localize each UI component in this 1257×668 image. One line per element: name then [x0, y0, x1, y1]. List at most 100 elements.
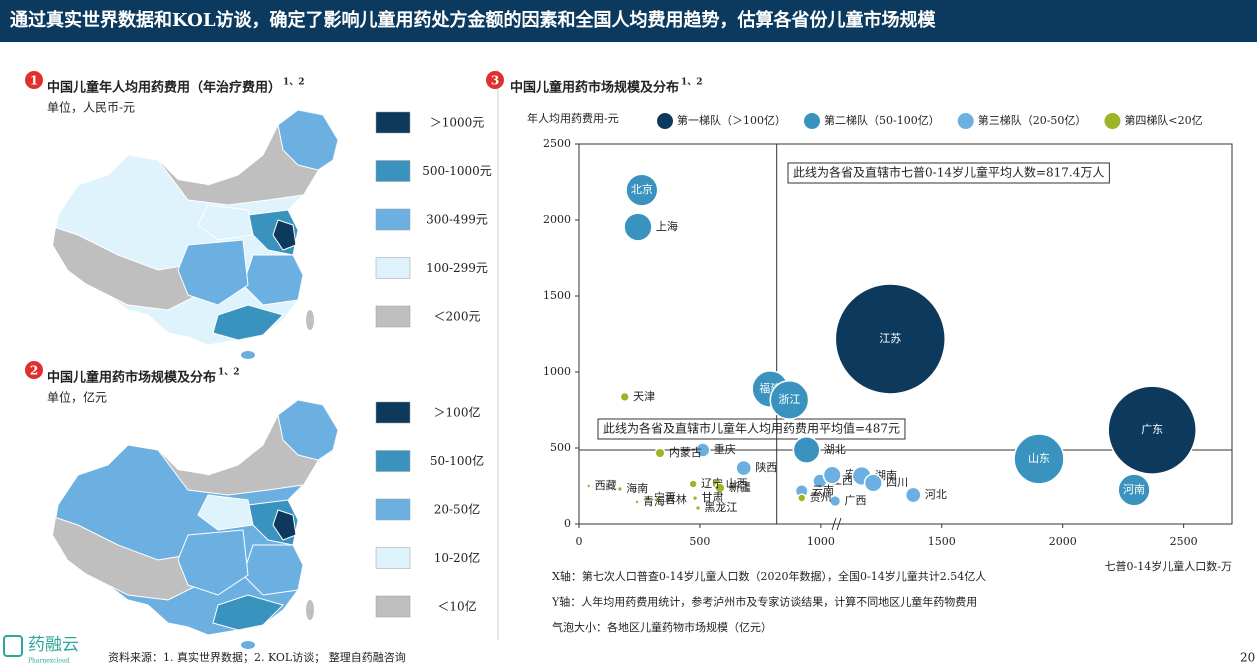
map-regions	[53, 110, 338, 341]
logo-icon	[3, 635, 23, 657]
y-tick-label: 500	[550, 441, 571, 454]
note: Y轴：人年均用药费用统计，参考泸州市及专家访谈结果，计算不同地区儿童年药物费用	[551, 595, 977, 609]
map-region	[177, 239, 249, 306]
legend-label: 第一梯队（＞100亿）	[677, 113, 786, 127]
panel-number: 1	[30, 74, 38, 88]
legend-label: 20-50亿	[434, 502, 481, 517]
legend-label: ＞1000元	[430, 116, 485, 130]
bubble-label: 浙江	[778, 393, 800, 406]
bubble-label: 北京	[631, 182, 653, 196]
reference-label: 此线为各省及直辖市儿童年人均用药费用平均值=487元	[603, 421, 900, 436]
legend-swatch	[375, 257, 411, 279]
bubble-label: 西藏	[595, 479, 617, 492]
panel-title: 中国儿童用药市场规模及分布	[47, 370, 216, 386]
legend-swatch	[375, 547, 411, 569]
bubble	[863, 473, 883, 493]
bubble-label: 山西	[726, 477, 748, 490]
bubble	[1013, 433, 1065, 485]
map-region	[272, 509, 297, 541]
legend-swatch	[375, 401, 411, 424]
legend-swatch	[375, 305, 411, 328]
bubble	[644, 495, 651, 502]
legend-label: 300-499元	[426, 213, 488, 227]
bubble	[654, 447, 666, 459]
bubble	[619, 391, 630, 403]
legend-label: 500-1000元	[422, 164, 492, 178]
bubble-label: 黑龙江	[704, 501, 737, 514]
legend-swatch	[375, 160, 411, 182]
bubble	[797, 493, 807, 503]
x-tick-label: 0	[576, 535, 583, 548]
map-regions	[53, 400, 338, 631]
reference-label: 此线为各省及直辖市七普0-14岁儿童平均人数=817.4万人	[793, 165, 1104, 180]
bubble-label: 青海	[643, 494, 665, 508]
legend-marker	[804, 113, 820, 129]
panel-number-badge	[486, 71, 504, 89]
y-tick-label: 0	[564, 517, 571, 530]
panel-number-badge	[25, 361, 43, 379]
panel-superscript: 1、2	[283, 78, 305, 88]
x-axis-label: 七普0-14岁儿童人口数-万	[1105, 559, 1232, 573]
bubble	[625, 173, 659, 207]
legend-swatch	[375, 111, 411, 134]
bubble-label: 河北	[925, 488, 947, 501]
y-tick-label: 2000	[543, 213, 571, 226]
bubble-label: 广东	[1141, 423, 1163, 436]
bubble-label: 贵州	[810, 491, 832, 504]
y-axis-label: 年人均用药费用-元	[527, 111, 619, 125]
bubble	[822, 465, 842, 485]
bubble-label: 新疆	[729, 480, 751, 494]
header-title: 通过真实世界数据和KOL访谈，确定了影响儿童用药处方金额的因素和全国人均费用趋势…	[10, 9, 936, 31]
legend-swatch	[375, 208, 411, 231]
map-region	[272, 219, 297, 251]
legend-label: 第三梯队（20-50亿）	[978, 113, 1087, 127]
bubble	[634, 499, 640, 505]
map-region	[212, 304, 284, 341]
legend-marker	[657, 113, 673, 129]
x-tick-label: 1000	[807, 535, 835, 548]
map-island	[306, 600, 314, 620]
legend-label: 第四梯队<20亿	[1124, 113, 1202, 127]
bubble	[714, 482, 726, 494]
x-tick-label: 2500	[1170, 535, 1198, 548]
legend-label: 第二梯队（50-100亿）	[824, 113, 940, 127]
bubble	[691, 495, 699, 502]
bubble-label: 吉林	[665, 492, 687, 506]
bubble	[654, 496, 662, 504]
chart-title: 中国儿童用药市场规模及分布	[510, 80, 679, 96]
legend-label: 50-100亿	[430, 453, 484, 468]
bubble	[904, 486, 922, 504]
plot-frame	[578, 143, 1233, 525]
logo: 药融云	[28, 635, 79, 655]
map-region	[212, 594, 284, 631]
logo-sub: Pharnexcloud	[28, 658, 70, 665]
note: 气泡大小：各地区儿童药物市场规模（亿元）	[552, 620, 772, 634]
bubble	[828, 494, 842, 508]
map-island	[241, 641, 255, 649]
legend-label: ＜200元	[434, 310, 481, 324]
bubble-label: 辽宁	[701, 476, 723, 490]
bubble-chart: 0 500 1000 1500 2000 2500 0 500 1000 1500 2000 2500…	[527, 111, 1233, 573]
reference-label-box	[787, 162, 1110, 184]
map	[52, 399, 339, 649]
panel-title: 中国儿童年人均用药费用（年治疗费用）	[47, 80, 281, 96]
bubble-label: 内蒙古	[669, 445, 702, 459]
y-tick-label: 1500	[543, 289, 571, 302]
bubble-label: 上海	[656, 219, 678, 233]
legend-swatch	[375, 498, 411, 521]
legend-swatch	[375, 450, 411, 472]
bubble-label: 江苏	[879, 332, 901, 345]
bubble	[694, 504, 702, 512]
chart-superscript: 1、2	[681, 78, 703, 88]
bubble	[585, 483, 592, 489]
panel-number: 2	[30, 364, 38, 378]
source: 资料来源：1. 真实世界数据；2. KOL访谈； 整理自药融咨询	[108, 650, 406, 664]
bubble	[735, 459, 753, 477]
legend-label: ＞100亿	[434, 405, 481, 420]
legend-marker	[1104, 113, 1121, 129]
reference-label-box	[597, 418, 906, 440]
map-region	[177, 529, 249, 596]
bubble-label: 甘肃	[701, 491, 723, 504]
bubble	[1107, 385, 1197, 475]
